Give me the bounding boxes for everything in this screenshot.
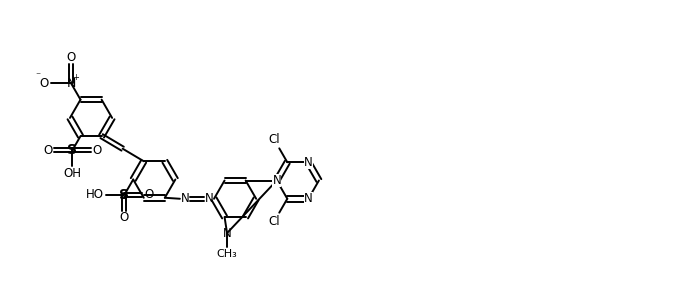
Text: N: N xyxy=(204,192,213,205)
Text: S: S xyxy=(120,188,130,202)
Text: O: O xyxy=(40,77,49,90)
Text: O: O xyxy=(92,143,102,157)
Text: Cl: Cl xyxy=(268,215,280,228)
Text: O: O xyxy=(43,143,52,157)
Text: S: S xyxy=(67,143,77,157)
Text: OH: OH xyxy=(63,167,81,180)
Text: Cl: Cl xyxy=(268,133,280,146)
Text: O: O xyxy=(120,211,129,224)
Text: ⁻: ⁻ xyxy=(36,71,41,81)
Text: CH₃: CH₃ xyxy=(217,249,238,259)
Text: N: N xyxy=(304,156,313,169)
Text: N: N xyxy=(304,192,313,205)
Text: O: O xyxy=(145,188,153,201)
Text: O: O xyxy=(67,51,75,64)
Text: N: N xyxy=(67,77,75,90)
Text: N: N xyxy=(223,227,232,239)
Text: +: + xyxy=(73,72,79,81)
Text: HO: HO xyxy=(86,188,105,201)
Text: N: N xyxy=(181,192,189,205)
Text: N: N xyxy=(272,174,281,187)
